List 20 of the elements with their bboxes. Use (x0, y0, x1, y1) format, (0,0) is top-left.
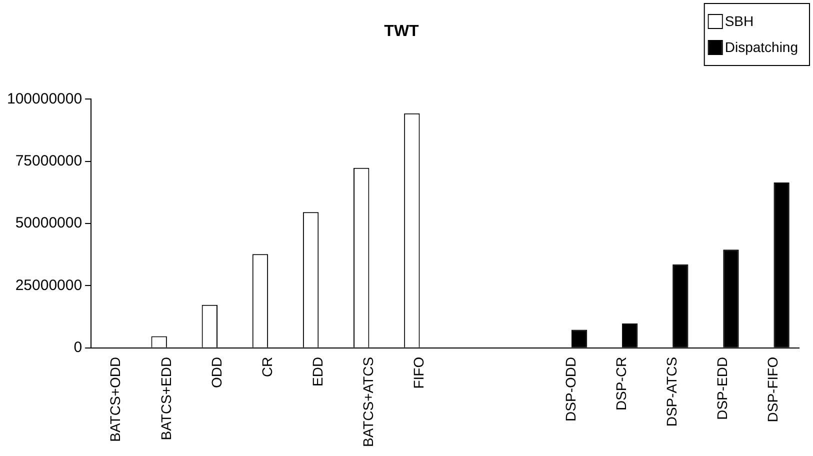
x-tick-label: BATCS+ODD (107, 356, 124, 442)
y-tick-label: 25000000 (15, 276, 82, 294)
x-tick-label: DSP-ATCS (663, 356, 680, 427)
chart-title: TWT (384, 23, 420, 40)
x-tick-label: BATCS+EDD (158, 356, 174, 440)
x-tick-label: DSP-CR (612, 356, 629, 411)
legend-label: SBH (724, 12, 754, 29)
x-tick-label: ODD (208, 356, 224, 388)
x-tick-label: DSP-FIFO (764, 356, 781, 422)
y-tick-label: 75000000 (15, 152, 82, 170)
y-tick-label: 50000000 (15, 214, 82, 232)
legend-label: Dispatching (724, 38, 798, 55)
x-tick-label: EDD (309, 356, 326, 386)
x-tick-label: DSP-ODD (562, 356, 578, 422)
x-tick-label: CR (258, 356, 275, 378)
y-tick-label: 100000000 (6, 90, 82, 108)
x-tick-label: DSP-EDD (714, 356, 730, 420)
x-tick-label: BATCS+ATCS (360, 356, 376, 448)
x-tick-label: FIFO (410, 356, 427, 389)
y-tick-label: 0 (74, 339, 82, 356)
